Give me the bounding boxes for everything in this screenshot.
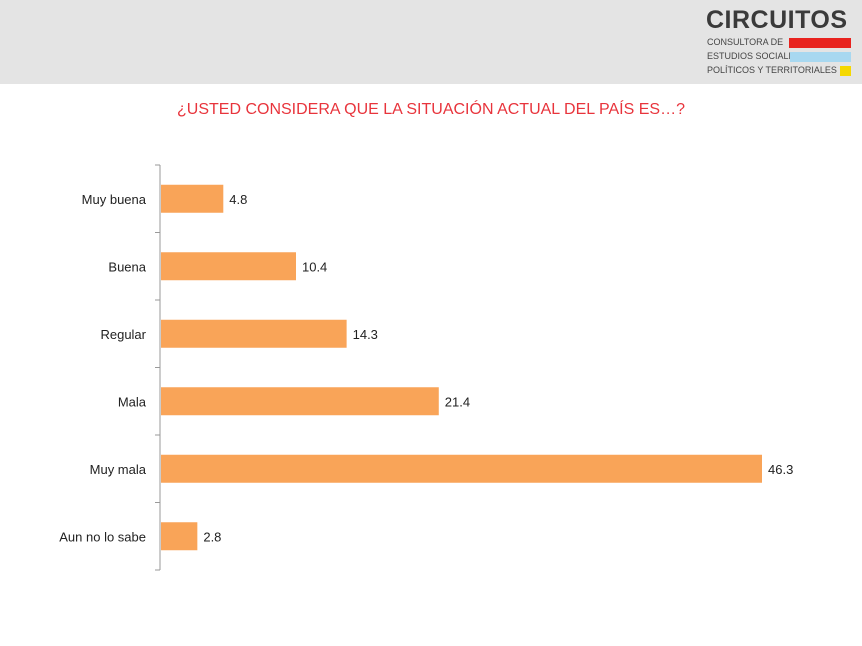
category-label: Mala <box>118 394 147 409</box>
value-label: 14.3 <box>353 327 378 342</box>
category-label: Aun no lo sabe <box>59 529 146 544</box>
bar <box>161 454 762 483</box>
brand-blue-bar <box>790 52 851 62</box>
bar <box>161 522 198 551</box>
value-label: 2.8 <box>203 529 221 544</box>
value-label: 10.4 <box>302 259 327 274</box>
brand-line-1: CONSULTORA DE <box>707 37 784 47</box>
bar <box>161 184 224 213</box>
bar <box>161 252 296 281</box>
header-band: CIRCUITOS CONSULTORA DE ESTUDIOS SOCIALE… <box>0 0 862 84</box>
value-label: 4.8 <box>229 192 247 207</box>
bar <box>161 319 347 348</box>
brand-logo: CIRCUITOS CONSULTORA DE ESTUDIOS SOCIALE… <box>706 6 856 80</box>
brand-line-3: POLÍTICOS Y TERRITORIALES <box>707 65 837 75</box>
bar <box>161 387 439 416</box>
brand-line-2: ESTUDIOS SOCIALES, <box>707 51 804 61</box>
brand-name: CIRCUITOS <box>706 6 848 34</box>
value-label: 46.3 <box>768 462 793 477</box>
category-label: Buena <box>108 259 146 274</box>
category-label: Muy mala <box>90 462 147 477</box>
brand-yellow-bar <box>840 66 851 76</box>
value-label: 21.4 <box>445 394 470 409</box>
chart-title: ¿USTED CONSIDERA QUE LA SITUACIÓN ACTUAL… <box>177 101 685 118</box>
brand-red-bar <box>789 38 851 48</box>
category-label: Muy buena <box>82 192 147 207</box>
category-label: Regular <box>100 327 146 342</box>
